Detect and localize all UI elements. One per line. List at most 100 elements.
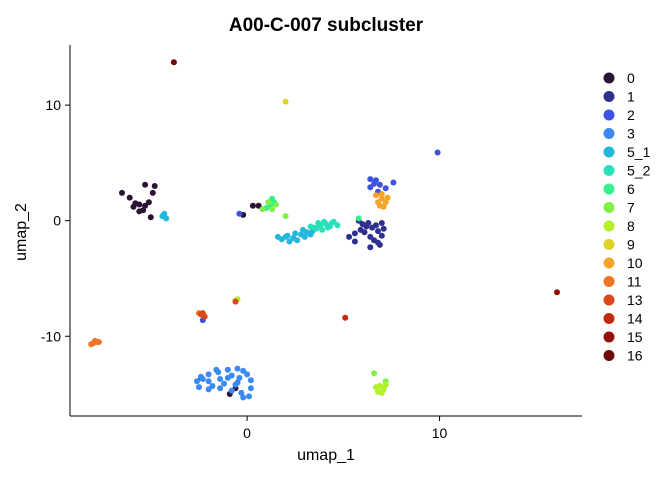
point-cluster-7-3 (269, 206, 276, 213)
point-cluster-1-16 (365, 220, 372, 226)
point-cluster-1-11 (351, 238, 358, 245)
point-cluster-7-1 (273, 201, 279, 208)
point-cluster-5-1-16 (161, 210, 168, 217)
point-cluster-1-7 (367, 233, 374, 240)
point-cluster-5-2-4 (334, 222, 341, 229)
y-axis-label: umap_2 (13, 203, 30, 261)
point-cluster-3-4 (205, 371, 212, 378)
point-cluster-3-9 (217, 385, 224, 392)
point-cluster-1-13 (367, 244, 374, 251)
point-cluster-2-9 (236, 210, 243, 217)
point-cluster-11-4 (88, 341, 95, 348)
point-cluster-3-21 (236, 374, 243, 381)
x-tick-label-0: 0 (243, 425, 251, 441)
point-cluster-2-4 (382, 185, 389, 192)
point-cluster-3-10 (228, 387, 235, 394)
point-cluster-0-8 (142, 181, 149, 188)
legend-label-2: 2 (627, 107, 635, 123)
point-cluster-7-0 (265, 199, 272, 206)
point-cluster-3-27 (224, 374, 231, 381)
legend: 0 1 2 3 5_1 5_2 6 7 8 9 10 11 13 14 15 16 (603, 70, 651, 364)
legend-label-5-2: 5_2 (627, 163, 651, 179)
legend-label-14: 14 (627, 311, 643, 327)
point-cluster-6-4 (355, 215, 362, 222)
point-cluster-9-0 (282, 98, 289, 105)
point-cluster-5-1-6 (294, 237, 301, 244)
legend-label-16: 16 (627, 348, 643, 364)
point-cluster-3-6 (194, 378, 200, 385)
point-cluster-3-25 (232, 381, 239, 388)
legend-label-11: 11 (627, 274, 642, 290)
legend-label-15: 15 (627, 329, 643, 345)
point-cluster-5-1-11 (299, 226, 306, 233)
point-cluster-1-18 (375, 239, 381, 246)
point-cluster-10-7 (378, 191, 385, 198)
point-cluster-0-9 (149, 189, 156, 196)
legend-key-13 (603, 294, 615, 306)
point-cluster-3-26 (213, 366, 220, 373)
point-cluster-3-11 (238, 389, 245, 396)
point-cluster-3-17 (217, 376, 224, 382)
point-cluster-0-13 (249, 202, 256, 209)
point-cluster-2-8 (434, 149, 441, 156)
legend-label-13: 13 (627, 292, 643, 308)
point-cluster-0-0 (119, 189, 125, 196)
point-cluster-0-1 (126, 194, 133, 201)
legend-key-7 (603, 202, 615, 213)
point-cluster-3-1 (234, 365, 241, 372)
point-cluster-0-14 (255, 202, 262, 209)
point-cluster-1-14 (380, 225, 387, 232)
point-cluster-0-12 (136, 208, 143, 215)
point-cluster-3-13 (247, 385, 254, 392)
point-cluster-5-1-15 (163, 215, 170, 222)
y-ticks: 10 0 -10 (41, 97, 70, 344)
legend-key-9 (603, 239, 615, 250)
point-cluster-3-7 (196, 384, 202, 391)
point-cluster-5-2-8 (307, 223, 314, 230)
point-cluster-1-19 (378, 220, 385, 226)
point-cluster-3-15 (244, 371, 251, 378)
point-cluster-5-1-9 (301, 233, 308, 240)
point-cluster-15-0 (554, 289, 560, 296)
legend-key-3 (603, 128, 615, 139)
point-cluster-10-2 (382, 199, 389, 206)
legend-label-0: 0 (627, 70, 635, 86)
point-cluster-13-3 (232, 298, 239, 305)
point-cluster-5-2-6 (319, 226, 326, 233)
point-cluster-1-9 (351, 230, 358, 237)
point-cluster-1-5 (378, 232, 385, 239)
y-tick-label-1: 0 (53, 213, 61, 229)
point-cluster-5-1-8 (282, 233, 289, 240)
point-cluster-5-2-7 (313, 225, 320, 232)
point-cluster-6-3 (269, 195, 276, 202)
point-cluster-1-4 (375, 228, 381, 235)
point-cluster-3-23 (199, 376, 206, 382)
point-cluster-2-6 (367, 184, 374, 191)
point-cluster-7-2 (259, 206, 266, 213)
legend-key-1 (603, 91, 615, 102)
legend-key-15 (603, 331, 615, 343)
x-tick-label-1: 10 (432, 425, 448, 441)
legend-label-5-1: 5_1 (627, 144, 651, 160)
point-cluster-10-1 (378, 195, 385, 202)
point-cluster-0-4 (130, 203, 137, 210)
data-points (88, 59, 560, 401)
legend-label-8: 8 (627, 218, 635, 234)
x-axis-label: umap_1 (297, 447, 355, 464)
point-cluster-2-7 (390, 179, 397, 186)
point-cluster-2-0 (367, 176, 374, 183)
point-cluster-5-1-10 (274, 233, 281, 240)
legend-key-5-1 (603, 146, 615, 158)
point-cluster-10-5 (380, 203, 387, 210)
point-cluster-7-5 (371, 370, 378, 377)
x-ticks: 0 10 (243, 416, 448, 441)
point-cluster-0-5 (142, 202, 149, 209)
point-cluster-2-3 (376, 181, 383, 188)
point-cluster-3-2 (224, 366, 231, 373)
point-cluster-2-2 (373, 177, 379, 184)
legend-label-1: 1 (627, 89, 635, 105)
point-cluster-3-24 (240, 394, 247, 401)
legend-key-6 (603, 183, 615, 195)
point-cluster-1-10 (346, 233, 353, 240)
